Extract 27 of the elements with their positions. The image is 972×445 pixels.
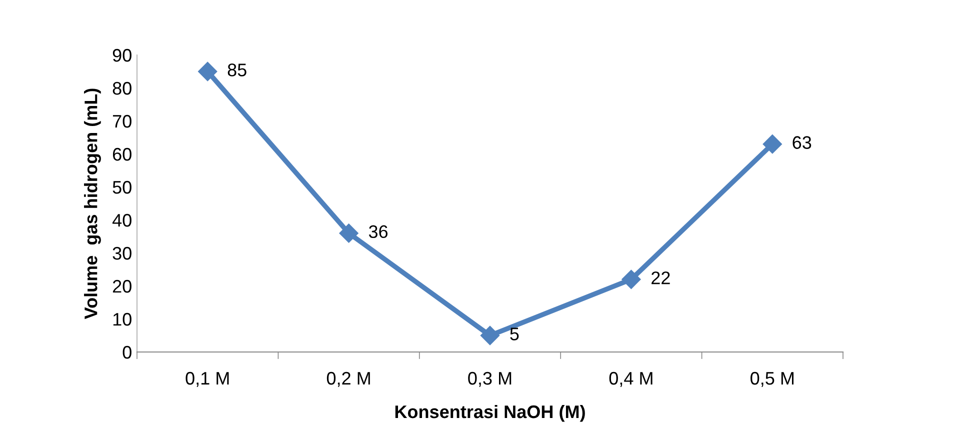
y-tick-label: 40 [112, 214, 132, 227]
y-tick-label: 90 [112, 48, 132, 62]
point [762, 134, 782, 154]
y-tick-label: 60 [112, 148, 132, 161]
point [480, 326, 500, 346]
y-axis-title: Volume gas hidrogen (mL) [84, 88, 101, 320]
y-tick-label: 80 [112, 82, 132, 95]
y-tick-label: 50 [112, 180, 132, 194]
x-tick-label: 0,3 M [468, 372, 512, 387]
data-label: 36 [368, 225, 388, 238]
y-tick-label: 10 [113, 312, 132, 326]
data-label: 63 [792, 136, 812, 149]
y-tick-label: 0 [122, 346, 132, 359]
data-label: 85 [228, 64, 246, 76]
x-tick-label: 0,4 M [609, 372, 652, 387]
data-label: 22 [652, 271, 670, 284]
x-tick-label: 0,5 M [750, 372, 794, 387]
y-tick-label: 20 [112, 280, 132, 293]
data-label: 5 [510, 328, 519, 340]
point [198, 62, 218, 82]
point [339, 224, 358, 243]
x-tick-label: 0,2 M [326, 372, 370, 387]
y-tick-label: 70 [112, 114, 132, 128]
x-tick-label: 0,1 M [186, 372, 229, 387]
x-axis-title: Konsentrasi NaOH (M) [395, 404, 585, 422]
y-tick-label: 30 [112, 246, 132, 260]
point [622, 270, 641, 289]
